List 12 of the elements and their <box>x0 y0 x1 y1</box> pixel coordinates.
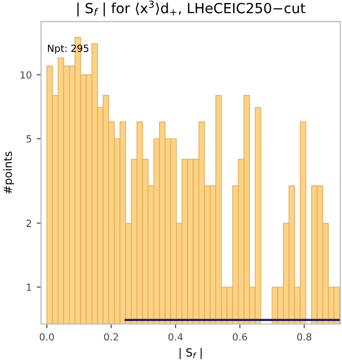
x-tick-label: 0.0 <box>40 333 54 341</box>
x-tick-label: 0.8 <box>297 333 312 341</box>
y-axis-title: #points <box>3 152 14 194</box>
x-axis-title: | S$_{f}$ | <box>180 348 202 360</box>
y-tick-label: 2 <box>26 220 32 227</box>
y-tick-label: 1 <box>26 284 32 291</box>
x-tick-label: 0.6 <box>232 333 248 341</box>
y-tick-label: 10 <box>20 71 32 79</box>
x-tick-label: 0.4 <box>168 333 183 341</box>
x-tick-label: 0.2 <box>104 333 118 341</box>
chart-title: | S$_{f}$ | for ⟨x$^{3}$⟩d$_{+}$, LHeCEIC250−cut <box>77 0 306 16</box>
y-tick-label: 5 <box>26 135 32 143</box>
